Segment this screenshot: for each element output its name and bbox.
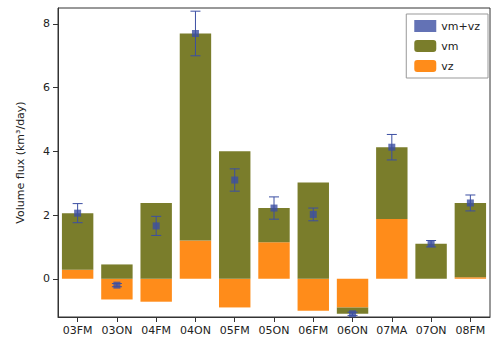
svg-text:03ON: 03ON — [101, 324, 132, 337]
svg-text:06ON: 06ON — [337, 324, 368, 337]
svg-text:vm: vm — [441, 40, 458, 53]
svg-text:05ON: 05ON — [259, 324, 290, 337]
svg-text:2: 2 — [43, 209, 50, 222]
svg-text:05FM: 05FM — [220, 324, 250, 337]
svg-text:Volume flux (km³/day): Volume flux (km³/day) — [14, 101, 27, 223]
svg-text:07ON: 07ON — [416, 324, 447, 337]
svg-text:vm+vz: vm+vz — [441, 20, 480, 33]
svg-text:8: 8 — [43, 17, 50, 30]
svg-text:6: 6 — [43, 81, 50, 94]
svg-text:03FM: 03FM — [63, 324, 93, 337]
svg-text:07MA: 07MA — [376, 324, 407, 337]
svg-text:vz: vz — [441, 60, 454, 73]
svg-text:0: 0 — [43, 272, 50, 285]
svg-text:04ON: 04ON — [180, 324, 211, 337]
svg-text:08FM: 08FM — [455, 324, 485, 337]
svg-text:06FM: 06FM — [298, 324, 328, 337]
svg-text:04FM: 04FM — [141, 324, 171, 337]
svg-text:4: 4 — [43, 145, 50, 158]
